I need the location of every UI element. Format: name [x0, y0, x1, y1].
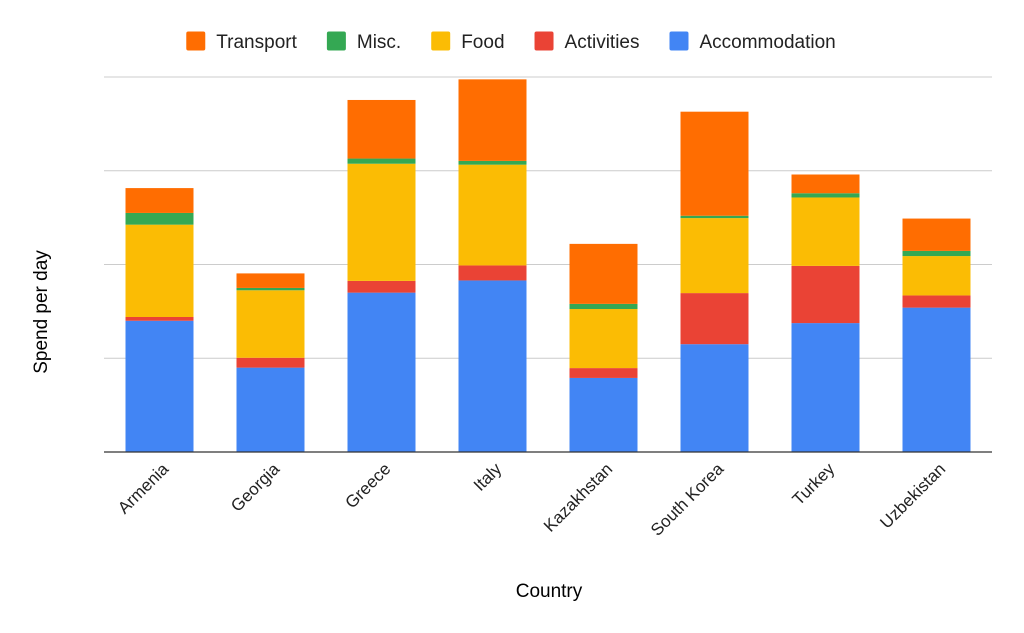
- bar-segment: [569, 309, 638, 369]
- bar-segment: [569, 303, 638, 310]
- bar-segment: [125, 224, 194, 317]
- bar-segment: [680, 293, 749, 345]
- x-tick-label: Kazakhstan: [540, 459, 616, 535]
- x-tick-label: Italy: [470, 459, 506, 495]
- legend-swatch: [534, 31, 554, 51]
- bar-segment: [902, 256, 971, 296]
- bar-segment: [347, 99, 416, 159]
- bar-segment: [347, 158, 416, 164]
- bar-segment: [236, 357, 305, 368]
- bar-segment: [458, 280, 527, 452]
- x-axis-title: Country: [516, 581, 583, 602]
- x-tick-label: South Korea: [647, 459, 728, 540]
- bar-segment: [458, 160, 527, 165]
- bar-segment: [791, 323, 860, 452]
- bar-segment: [458, 164, 527, 266]
- bar-segment: [680, 215, 749, 219]
- bar-segment: [902, 295, 971, 308]
- x-tick-label: Turkey: [789, 459, 839, 509]
- bar-segment: [236, 273, 305, 288]
- bar-segment: [680, 218, 749, 294]
- x-tick-label: Armenia: [114, 459, 173, 518]
- bar-segment: [680, 344, 749, 452]
- bar-segment: [125, 212, 194, 225]
- bar-segment: [347, 280, 416, 293]
- bar-segment: [902, 218, 971, 251]
- legend-label: Activities: [565, 32, 640, 53]
- bar-segment: [791, 193, 860, 198]
- x-tick-label: Greece: [341, 459, 394, 512]
- bar-segment: [236, 287, 305, 291]
- legend-swatch: [669, 31, 689, 51]
- x-tick-labels: Armenia Georgia Greece Italy Kazakhstan South…: [114, 459, 949, 540]
- bar-segment: [791, 265, 860, 324]
- bar-segment: [569, 377, 638, 452]
- legend-label: Accommodation: [699, 32, 835, 53]
- bar-segment: [347, 163, 416, 281]
- bar-segment: [125, 188, 194, 213]
- bar-segment: [125, 320, 194, 452]
- bar-segment: [902, 250, 971, 257]
- legend-label: Food: [461, 32, 504, 53]
- bar-segment: [125, 317, 194, 321]
- bar-segment: [236, 367, 305, 452]
- bar-segment: [791, 197, 860, 266]
- bar-segment: [680, 111, 749, 216]
- bar-segment: [347, 292, 416, 452]
- x-tick-label: Uzbekistan: [876, 459, 949, 532]
- bar-segment: [902, 307, 971, 452]
- bar-segment: [458, 265, 527, 281]
- x-tick-label: Georgia: [227, 459, 284, 516]
- y-axis-title: Spend per day: [31, 250, 52, 374]
- bars: [125, 79, 971, 452]
- legend: Transport Misc. Food Activities Accommodatio…: [186, 31, 836, 53]
- bar-segment: [569, 368, 638, 378]
- legend-swatch: [186, 31, 206, 51]
- bar-segment: [236, 290, 305, 358]
- legend-swatch: [326, 31, 346, 51]
- bar-segment: [791, 174, 860, 194]
- bar-segment: [458, 79, 527, 161]
- legend-label: Transport: [216, 32, 297, 53]
- legend-swatch: [431, 31, 451, 51]
- bar-segment: [569, 243, 638, 304]
- legend-label: Misc.: [357, 32, 401, 53]
